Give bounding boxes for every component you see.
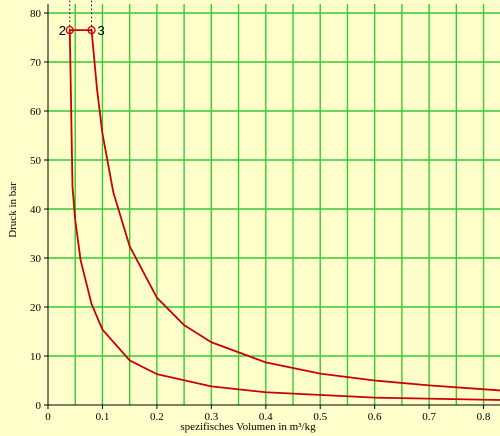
x-tick-label: 0.3 <box>204 411 218 423</box>
x-tick-label: 0.6 <box>368 411 382 423</box>
x-tick-label: 0.1 <box>96 411 110 423</box>
x-axis-title: spezifisches Volumen in m³/kg <box>180 421 316 433</box>
grid <box>48 4 500 405</box>
x-tick-label: 0.5 <box>313 411 327 423</box>
state-points: 1234 <box>59 23 105 38</box>
y-tick-label: 60 <box>30 106 42 118</box>
y-tick-label: 80 <box>30 8 42 20</box>
x-tick-label: 0 <box>45 411 51 423</box>
axes <box>47 4 500 406</box>
state-point-3 <box>87 25 96 35</box>
dotted-guides <box>69 0 93 31</box>
y-tick-label: 0 <box>36 400 42 412</box>
y-axis-title: Druck in bar <box>7 182 19 238</box>
process-curve-1-2 <box>68 29 500 401</box>
y-tick-label: 50 <box>30 155 42 167</box>
y-tick-label: 10 <box>30 351 42 363</box>
y-tick-label: 40 <box>30 204 42 216</box>
y-tick-label: 20 <box>30 302 42 314</box>
process-curve-3-4 <box>90 29 500 392</box>
y-tick-label: 70 <box>30 57 42 69</box>
y-tick-label: 30 <box>30 253 42 265</box>
state-point-label-2: 2 <box>59 23 66 38</box>
x-tick-label: 0.4 <box>259 411 273 423</box>
state-point-label-3: 3 <box>98 23 105 38</box>
x-tick-label: 0.8 <box>477 411 491 423</box>
tick-labels: 00.10.20.30.40.50.60.70.80.9010203040506… <box>30 8 491 423</box>
x-tick-label: 0.2 <box>150 411 164 423</box>
x-tick-label: 0.7 <box>422 411 436 423</box>
state-point-2 <box>65 25 74 35</box>
